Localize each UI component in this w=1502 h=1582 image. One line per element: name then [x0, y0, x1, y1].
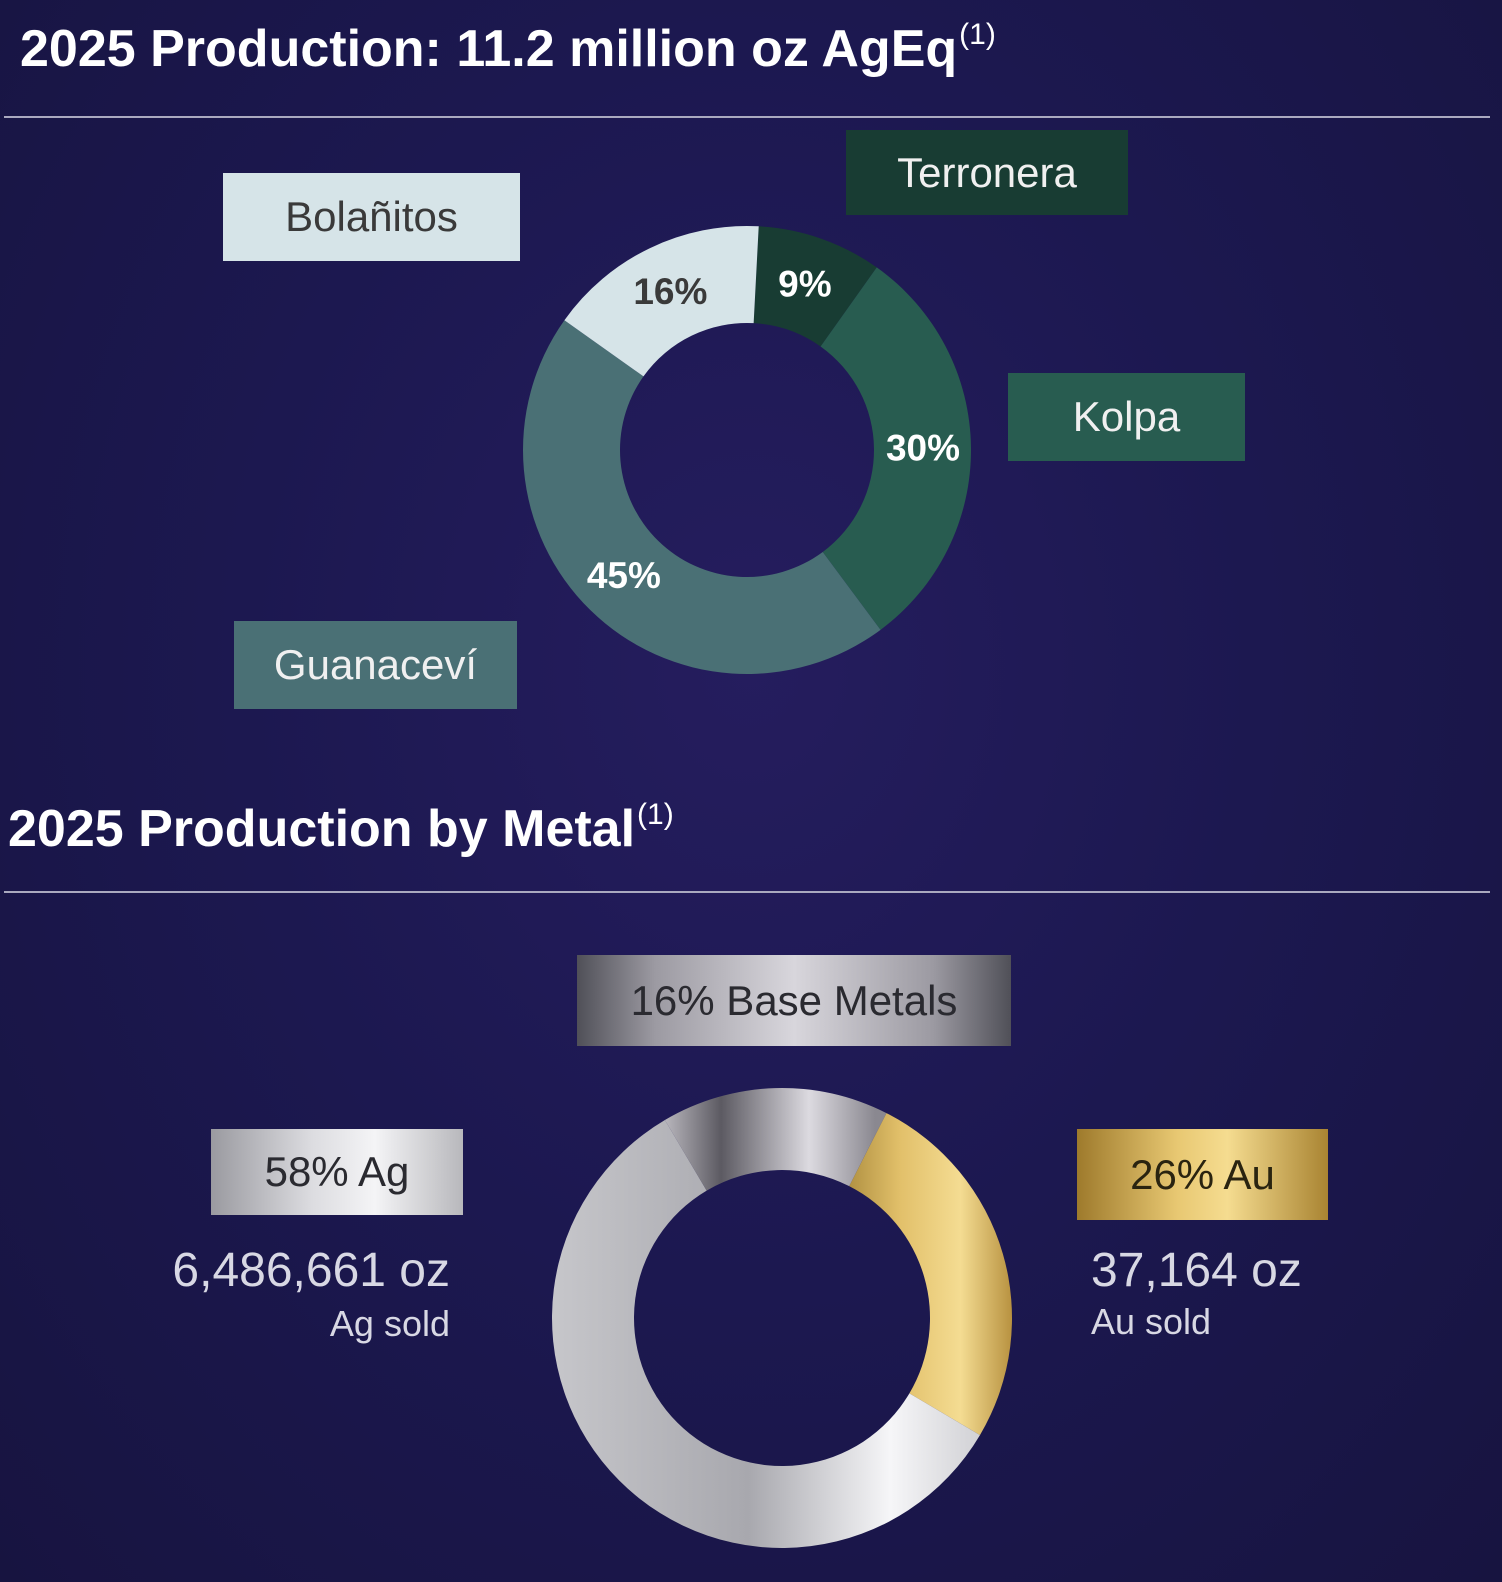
donut-production-by-mine: 9% 30% 45% 16%	[523, 226, 971, 674]
legend-ag-label: 58% Ag	[264, 1148, 410, 1195]
legend-base-metals-label: 16% Base Metals	[630, 976, 958, 1024]
slice-terronera	[753, 226, 877, 347]
metal-title-text: 2025 Production by Metal	[8, 800, 636, 858]
slice-bolanitos-value-label: 16%	[633, 271, 707, 312]
donut-production-by-metal	[551, 1088, 1012, 1549]
divider-2	[4, 891, 1490, 893]
divider-1	[4, 116, 1490, 118]
ag-sold-caption: Ag sold	[329, 1303, 450, 1344]
slice-bolanitos	[564, 226, 759, 377]
slice-kolpa	[820, 267, 971, 630]
slice-guanacevi-value-label: 45%	[587, 555, 661, 596]
production-title-text: 2025 Production: 11.2 million oz AgEq	[20, 20, 958, 78]
metal-title: 2025 Production by Metal(1)	[8, 798, 674, 858]
legend-au: 26% Au	[1077, 1129, 1328, 1220]
legend-base-metals: 16% Base Metals	[577, 955, 1011, 1046]
legend-kolpa-label: Kolpa	[1072, 393, 1181, 440]
slice-kolpa-value-label: 30%	[886, 428, 960, 469]
ag-sold-value: 6,486,661 oz	[172, 1244, 450, 1297]
legend-bolanitos-label: Bolañitos	[285, 193, 458, 240]
production-title: 2025 Production: 11.2 million oz AgEq(1)	[20, 18, 996, 78]
legend-terronera-label: Terronera	[897, 148, 1077, 196]
legend-terronera: Terronera	[846, 130, 1128, 215]
production-title-footnote: (1)	[959, 18, 996, 51]
slice-terronera-value-label: 9%	[778, 263, 831, 304]
legend-kolpa: Kolpa	[1008, 373, 1245, 461]
slice-guanacevi	[523, 320, 881, 674]
legend-guanacevi: Guanaceví	[234, 621, 517, 709]
legend-ag: 58% Ag	[211, 1129, 463, 1215]
slice-base-metals	[664, 1088, 887, 1191]
au-sold-value: 37,164 oz	[1091, 1244, 1302, 1297]
metal-title-footnote: (1)	[637, 798, 674, 831]
legend-au-label: 26% Au	[1130, 1150, 1275, 1198]
slice-au	[849, 1113, 1012, 1436]
au-sold-caption: Au sold	[1091, 1301, 1212, 1342]
legend-guanacevi-label: Guanaceví	[273, 641, 478, 688]
slice-ag	[551, 1120, 980, 1549]
legend-bolanitos: Bolañitos	[223, 173, 520, 261]
